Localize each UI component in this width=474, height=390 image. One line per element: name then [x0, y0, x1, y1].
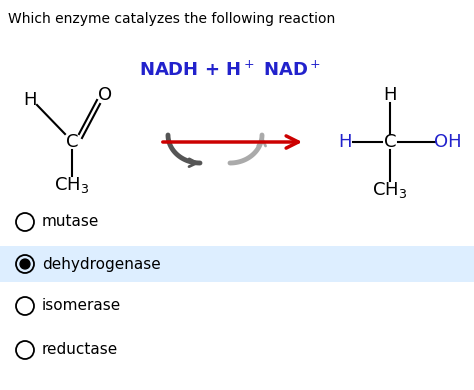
Text: C: C — [384, 133, 396, 151]
Text: CH$_3$: CH$_3$ — [373, 180, 408, 200]
Circle shape — [20, 259, 30, 269]
Text: Which enzyme catalyzes the following reaction: Which enzyme catalyzes the following rea… — [8, 12, 335, 26]
Text: reductase: reductase — [42, 342, 118, 358]
Text: H: H — [383, 86, 397, 104]
Text: mutase: mutase — [42, 215, 100, 229]
Text: CH$_3$: CH$_3$ — [55, 175, 90, 195]
Text: isomerase: isomerase — [42, 298, 121, 314]
Text: OH: OH — [434, 133, 462, 151]
FancyBboxPatch shape — [0, 246, 474, 282]
Text: O: O — [98, 86, 112, 104]
Text: C: C — [66, 133, 78, 151]
Text: H: H — [23, 91, 37, 109]
Text: dehydrogenase: dehydrogenase — [42, 257, 161, 271]
Text: H: H — [338, 133, 352, 151]
Text: NADH + H$^+$ NAD$^+$: NADH + H$^+$ NAD$^+$ — [139, 60, 321, 79]
